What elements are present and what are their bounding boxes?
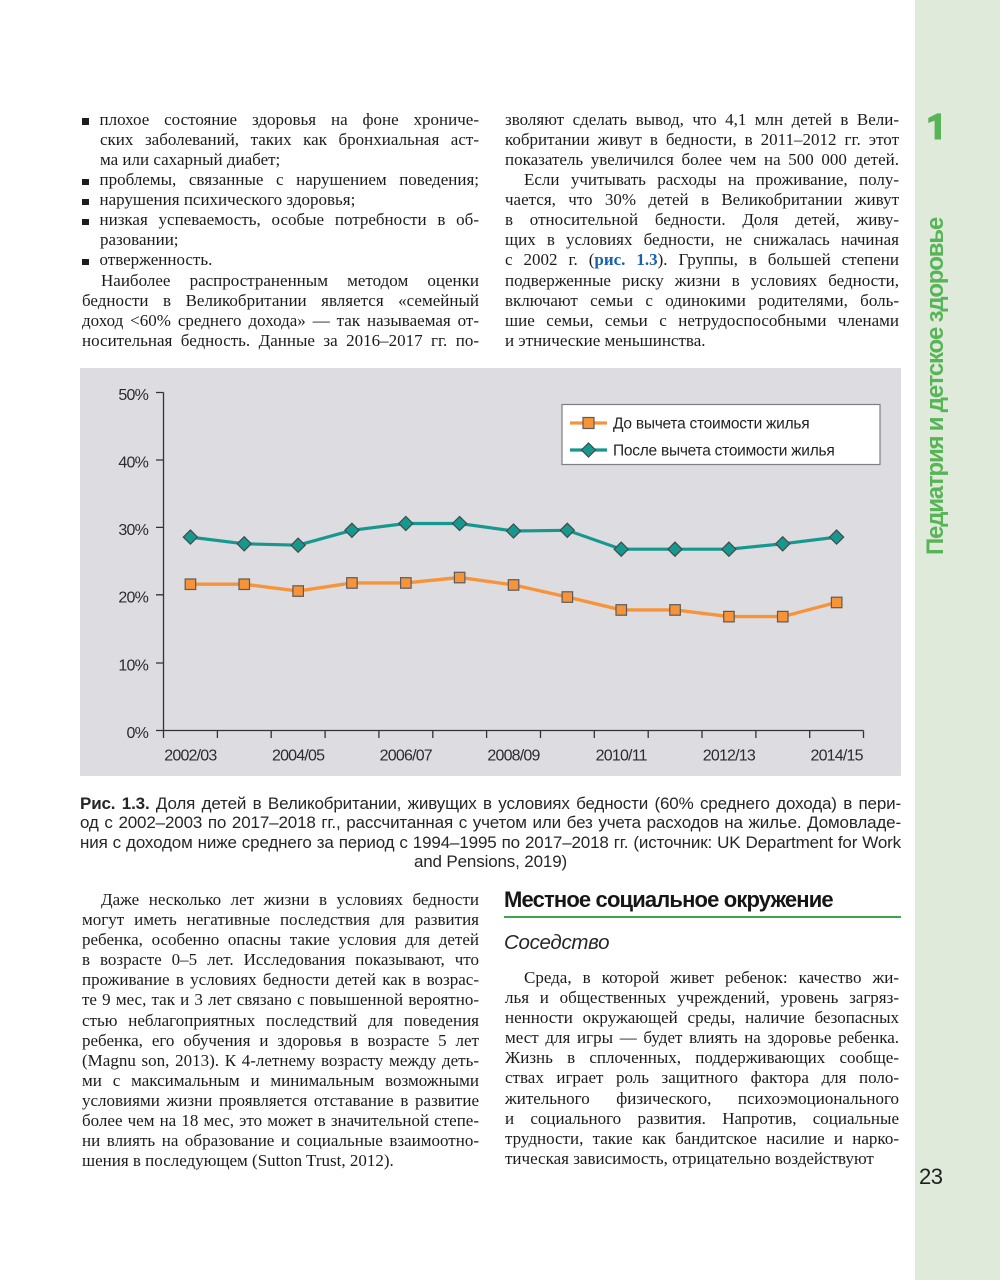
svg-text:2010/11: 2010/11 bbox=[596, 748, 648, 765]
svg-text:40%: 40% bbox=[118, 455, 148, 472]
svg-text:2006/07: 2006/07 bbox=[380, 748, 433, 765]
svg-text:30%: 30% bbox=[118, 522, 148, 539]
svg-text:После вычета стоимости жилья: После вычета стоимости жилья bbox=[613, 443, 834, 460]
svg-text:20%: 20% bbox=[118, 589, 148, 606]
svg-text:До вычета стоимости жилья: До вычета стоимости жилья bbox=[613, 416, 809, 433]
svg-text:0%: 0% bbox=[126, 725, 148, 742]
svg-text:10%: 10% bbox=[118, 658, 148, 675]
svg-text:2004/05: 2004/05 bbox=[272, 748, 325, 765]
svg-text:2014/15: 2014/15 bbox=[810, 748, 863, 765]
svg-text:2012/13: 2012/13 bbox=[703, 748, 756, 765]
svg-text:2002/03: 2002/03 bbox=[164, 748, 217, 765]
svg-text:2008/09: 2008/09 bbox=[487, 748, 540, 765]
svg-text:50%: 50% bbox=[118, 387, 148, 404]
